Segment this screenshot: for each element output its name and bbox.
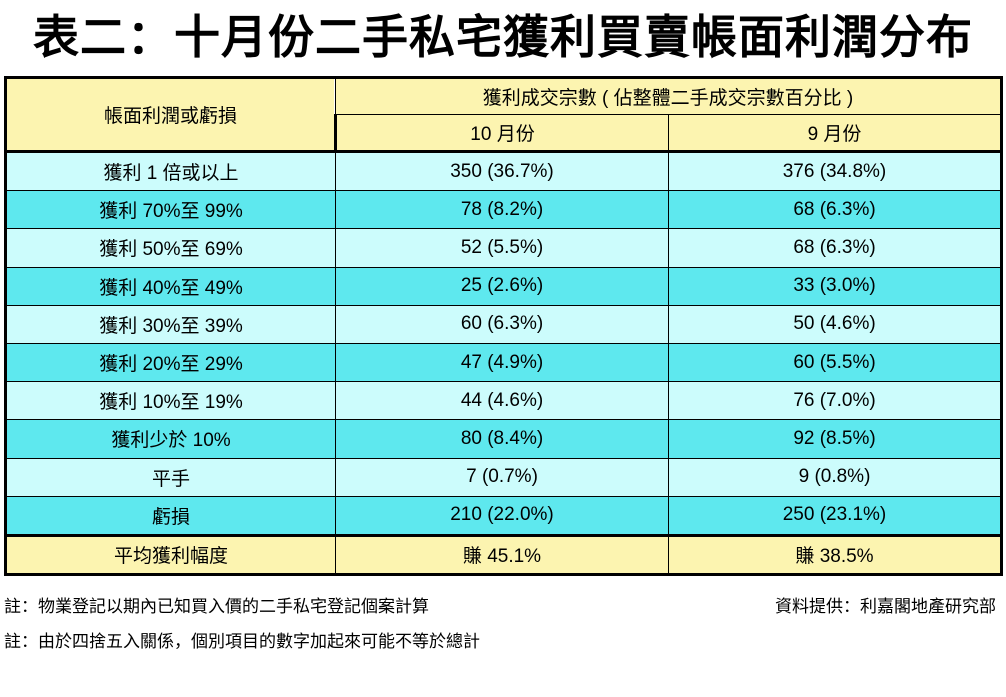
table-header-row: 帳面利潤或虧損 獲利成交宗數 ( 佔整體二手成交宗數百分比 ) xyxy=(4,76,1003,153)
table-row: 獲利 70%至 99% 78 (8.2%) 68 (6.3%) xyxy=(4,190,1003,230)
row-september-value: 250 (23.1%) xyxy=(668,495,1003,536)
row-october-value: 350 (36.7%) xyxy=(335,150,669,192)
row-september-value: 9 (0.8%) xyxy=(668,457,1003,497)
table-row: 獲利 40%至 49% 25 (2.6%) 33 (3.0%) xyxy=(4,266,1003,306)
row-label: 獲利 20%至 29% xyxy=(4,342,336,383)
table-row: 獲利 10%至 19% 44 (4.6%) 76 (7.0%) xyxy=(4,381,1003,421)
row-september-value: 92 (8.5%) xyxy=(668,419,1003,459)
header-row-label: 帳面利潤或虧損 xyxy=(4,76,336,153)
row-label: 獲利少於 10% xyxy=(4,419,336,459)
row-september-value: 60 (5.5%) xyxy=(668,342,1003,383)
row-september-value: 33 (3.0%) xyxy=(668,266,1003,306)
row-october-value: 78 (8.2%) xyxy=(335,190,669,230)
row-label: 獲利 40%至 49% xyxy=(4,266,336,306)
footer-label: 平均獲利幅度 xyxy=(4,533,336,576)
row-september-value: 68 (6.3%) xyxy=(668,228,1003,268)
header-september: 9 月份 xyxy=(668,114,1003,153)
row-label: 平手 xyxy=(4,457,336,497)
table-row: 虧損 210 (22.0%) 250 (23.1%) xyxy=(4,495,1003,536)
table-row: 獲利 1 倍或以上 350 (36.7%) 376 (34.8%) xyxy=(4,150,1003,192)
header-october: 10 月份 xyxy=(334,114,669,153)
table-row: 獲利 20%至 29% 47 (4.9%) 60 (5.5%) xyxy=(4,342,1003,383)
row-label: 獲利 30%至 39% xyxy=(4,304,336,344)
row-september-value: 76 (7.0%) xyxy=(668,381,1003,421)
row-september-value: 376 (34.8%) xyxy=(668,150,1003,192)
table-subheader-row: 10 月份 9 月份 xyxy=(6,114,1003,153)
row-october-value: 44 (4.6%) xyxy=(335,381,669,421)
footer-october-value: 賺 45.1% xyxy=(335,533,669,576)
footer-september-value: 賺 38.5% xyxy=(668,533,1003,576)
row-september-value: 68 (6.3%) xyxy=(668,190,1003,230)
note-rounding: 註：由於四捨五入關係，個別項目的數字加起來可能不等於總計 xyxy=(4,632,480,652)
table-row: 獲利少於 10% 80 (8.4%) 92 (8.5%) xyxy=(4,419,1003,459)
row-october-value: 60 (6.3%) xyxy=(335,304,669,344)
row-october-value: 80 (8.4%) xyxy=(335,419,669,459)
note-line-1: 註：物業登記以期內已知買入價的二手私宅登記個案計算 資料提供：利嘉閣地產研究部 xyxy=(4,592,1000,617)
profit-distribution-table: 帳面利潤或虧損 獲利成交宗數 ( 佔整體二手成交宗數百分比 ) 10 月份 9 … xyxy=(4,76,1003,576)
row-october-value: 47 (4.9%) xyxy=(335,342,669,383)
row-label: 獲利 10%至 19% xyxy=(4,381,336,421)
page-title: 表二：十月份二手私宅獲利買賣帳面利潤分布 xyxy=(33,10,973,64)
row-label: 虧損 xyxy=(4,495,336,536)
note-recording-basis: 註：物業登記以期內已知買入價的二手私宅登記個案計算 xyxy=(4,597,429,617)
row-label: 獲利 70%至 99% xyxy=(4,190,336,230)
row-label: 獲利 1 倍或以上 xyxy=(4,150,336,192)
row-label: 獲利 50%至 69% xyxy=(4,228,336,268)
table-row: 獲利 30%至 39% 60 (6.3%) 50 (4.6%) xyxy=(4,304,1003,344)
table-row: 獲利 50%至 69% 52 (5.5%) 68 (6.3%) xyxy=(4,228,1003,268)
row-october-value: 7 (0.7%) xyxy=(335,457,669,497)
row-october-value: 52 (5.5%) xyxy=(335,228,669,268)
row-october-value: 25 (2.6%) xyxy=(335,266,669,306)
table-footer-row: 平均獲利幅度 賺 45.1% 賺 38.5% xyxy=(4,533,1003,576)
header-group-label: 獲利成交宗數 ( 佔整體二手成交宗數百分比 ) xyxy=(335,76,1003,115)
table-row: 平手 7 (0.7%) 9 (0.8%) xyxy=(4,457,1003,497)
row-september-value: 50 (4.6%) xyxy=(668,304,1003,344)
data-source: 資料提供：利嘉閣地產研究部 xyxy=(775,597,996,617)
row-october-value: 210 (22.0%) xyxy=(335,495,669,536)
